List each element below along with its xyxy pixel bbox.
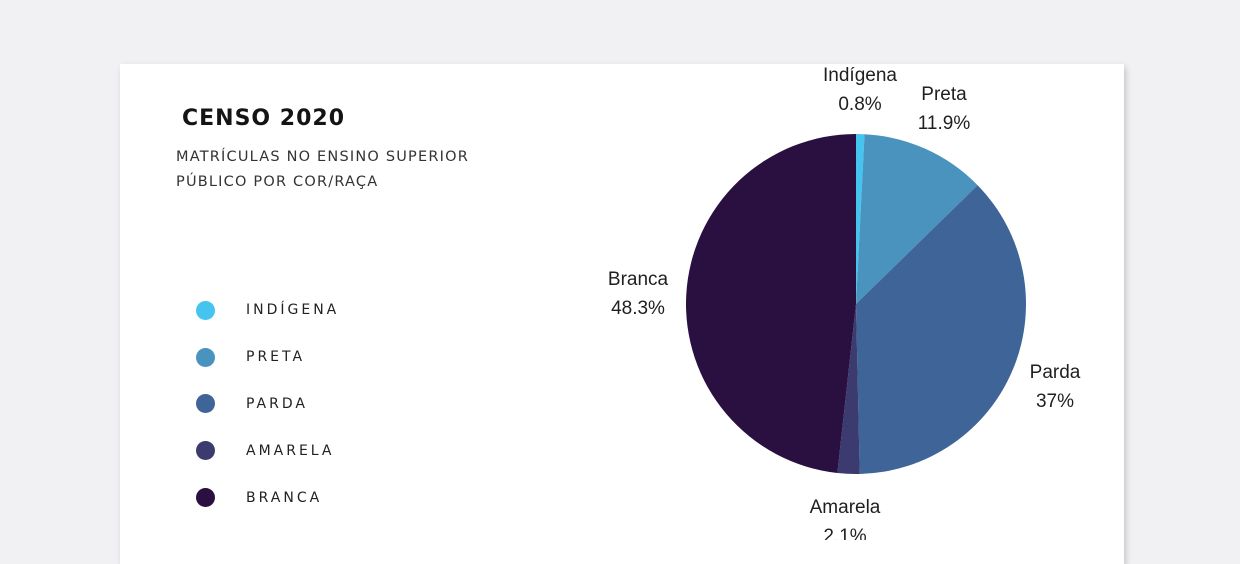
legend-swatch-branca [196,488,215,508]
slice-name-parda: Parda [1030,362,1081,383]
pie-slice-indigena [856,134,865,304]
pie-slice-branca [686,134,856,473]
slice-value-branca: 48.3% [611,298,665,319]
slice-name-amarela: Amarela [810,497,881,518]
legend-label-preta: PRETA [246,349,306,366]
pie-chart: Indígena 0.8% Preta 11.9% Parda 37% Amarela 2.1… [608,65,1081,540]
legend-item-parda: PARDA [196,381,339,428]
chart-subtitle: MATRÍCULAS NO ENSINO SUPERIOR PÚBLICO PO… [176,145,536,195]
slice-value-indigena: 0.8% [838,94,881,115]
legend-item-preta: PRETA [196,334,339,381]
subtitle-line-2: PÚBLICO POR COR/RAÇA [176,174,379,190]
legend-label-indigena: INDÍGENA [246,302,340,319]
legend-label-amarela: AMARELA [246,442,335,459]
pie-slice-parda [856,185,1026,474]
slice-value-parda: 37% [1036,391,1074,412]
legend-label-branca: BRANCA [246,489,323,506]
legend-item-amarela: AMARELA [196,427,339,474]
slice-name-indigena: Indígena [823,65,897,86]
subtitle-line-1: MATRÍCULAS NO ENSINO SUPERIOR [176,149,469,165]
pie-slice-preta [856,134,978,304]
legend-swatch-indigena [196,300,215,320]
legend-swatch-parda [196,394,215,414]
slice-name-branca: Branca [608,269,669,290]
slice-name-preta: Preta [921,84,967,105]
legend-swatch-preta [196,347,215,367]
chart-title: CENSO 2020 [182,106,346,131]
legend-item-branca: BRANCA [196,474,339,521]
pie-slices [686,134,1026,474]
pie-slice-amarela [837,304,860,474]
slice-value-preta: 11.9% [918,113,971,134]
legend-item-indigena: INDÍGENA [196,287,339,334]
slice-value-amarela: 2.1% [823,526,866,540]
pie-labels: Indígena 0.8% Preta 11.9% Parda 37% Amarela 2.1… [608,65,1081,540]
legend: INDÍGENA PRETA PARDA AMARELA BRANCA [196,287,339,521]
legend-label-parda: PARDA [246,395,308,412]
legend-swatch-amarela [196,441,215,461]
